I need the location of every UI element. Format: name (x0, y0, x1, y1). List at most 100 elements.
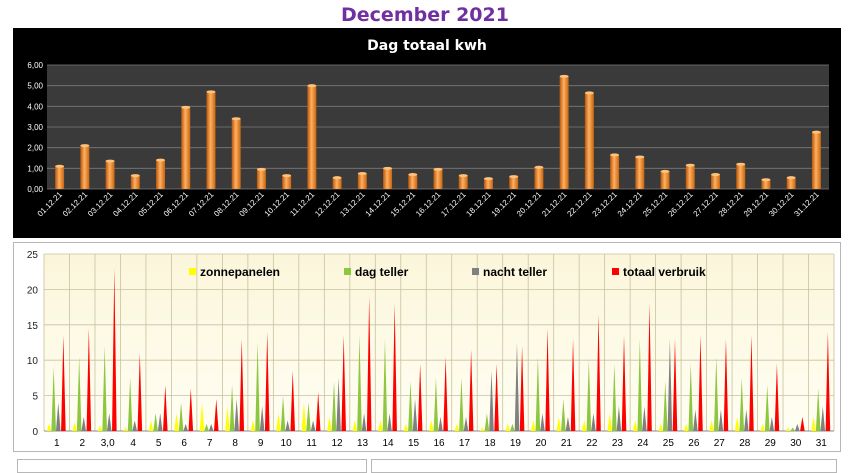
series-spike (709, 420, 714, 431)
bar-cap (458, 174, 468, 178)
x-tick-label: 16 (433, 438, 445, 449)
bar (282, 175, 292, 189)
bar (811, 132, 821, 189)
x-tick-label: 7 (207, 438, 213, 449)
series-spike (764, 384, 770, 431)
bar-cap (130, 174, 140, 178)
x-tick-label: 22.12.21 (565, 190, 594, 219)
series-spike (250, 420, 256, 431)
series-spike (46, 423, 52, 431)
x-tick-label: 21 (561, 438, 573, 449)
bar-cap (736, 162, 746, 166)
series-spike (408, 381, 413, 431)
series-spike (163, 384, 168, 431)
series-spike (148, 420, 154, 431)
series-spike (290, 370, 296, 431)
series-spike (225, 406, 230, 431)
bar (483, 178, 493, 189)
bar-cap (80, 144, 90, 148)
series-spike (642, 406, 647, 431)
bar (635, 156, 645, 189)
bar (55, 166, 65, 189)
bar (559, 76, 569, 189)
series-spike (663, 381, 668, 431)
x-tick-label: 04.12.21 (111, 190, 140, 219)
series-spike (519, 346, 525, 431)
lower-right-panel (371, 459, 837, 473)
series-spike (127, 377, 133, 431)
series-spike (596, 314, 601, 431)
x-tick-label: 17.12.21 (439, 190, 468, 219)
x-tick-label: 06.12.21 (162, 190, 191, 219)
bar (509, 176, 519, 189)
bar-cap (635, 155, 645, 159)
bar-cap (256, 167, 266, 171)
bar (660, 171, 670, 189)
y-tick-label: 10 (27, 356, 39, 367)
legend-swatch (189, 268, 196, 275)
series-spike (157, 413, 163, 431)
y-tick-label: 5,00 (27, 82, 43, 91)
x-tick-label: 22 (586, 438, 598, 449)
bar-cap (811, 130, 821, 134)
x-tick-label: 10.12.21 (263, 190, 292, 219)
series-spike (749, 335, 754, 431)
series-spike (698, 335, 703, 431)
bar-cap (761, 178, 771, 182)
series-spike (106, 413, 112, 431)
x-tick-label: 27 (714, 438, 726, 449)
series-spike (632, 420, 638, 431)
series-spike (72, 422, 77, 431)
bar (433, 169, 443, 189)
series-spike (301, 402, 307, 431)
x-tick-label: 28.12.21 (717, 190, 746, 219)
bar-cap (710, 173, 720, 177)
bar (685, 165, 695, 189)
x-tick-label: 13.12.21 (338, 190, 367, 219)
series-spike (341, 335, 346, 431)
bar-cap (156, 158, 166, 162)
series-spike (102, 346, 107, 431)
x-tick-label: 30.12.21 (767, 190, 796, 219)
y-tick-label: 20 (27, 285, 39, 296)
bar (534, 167, 544, 189)
bar-cap (55, 164, 65, 168)
x-tick-label: 17 (459, 438, 471, 449)
daily-total-chart: Dag totaal kwh 0,00 1,00 2,00 3,00 4,00 5,00 6,… (13, 28, 841, 238)
series-spike (327, 416, 332, 431)
series-spike (378, 420, 383, 431)
x-tick-label: 07.12.21 (187, 190, 216, 219)
series-spike (545, 328, 550, 431)
chart-title: Dag totaal kwh (367, 38, 487, 54)
bar-cap (231, 117, 241, 121)
x-tick-label: 2 (79, 438, 85, 449)
bar (80, 145, 90, 189)
series-spike (361, 413, 367, 431)
x-tick-label: 3,0 (101, 438, 115, 449)
x-tick-label: 29 (765, 438, 777, 449)
x-tick-label: 6 (181, 438, 187, 449)
series-spike (591, 413, 596, 431)
x-tick-label: 19 (510, 438, 522, 449)
series-spike (412, 399, 418, 431)
bar (332, 177, 342, 189)
x-tick-label: 23.12.21 (591, 190, 620, 219)
series-spike (815, 388, 821, 431)
series-spike (454, 423, 460, 431)
x-tick-label: 8 (232, 438, 238, 449)
y-tick-label: 0,00 (27, 185, 43, 194)
bar (357, 173, 367, 189)
series-spike (510, 423, 515, 431)
series-spike (535, 356, 541, 431)
legend-label: dag teller (355, 265, 409, 279)
bar-cap (105, 159, 115, 163)
x-tick-label: 9 (258, 438, 264, 449)
x-tick-label: 5 (156, 438, 162, 449)
series-spike (213, 399, 219, 431)
series-spike (382, 338, 388, 431)
series-spike (718, 409, 724, 431)
series-spike (86, 328, 92, 431)
bar (610, 154, 620, 189)
series-spike (744, 409, 749, 431)
y-tick-label: 0 (32, 427, 38, 438)
